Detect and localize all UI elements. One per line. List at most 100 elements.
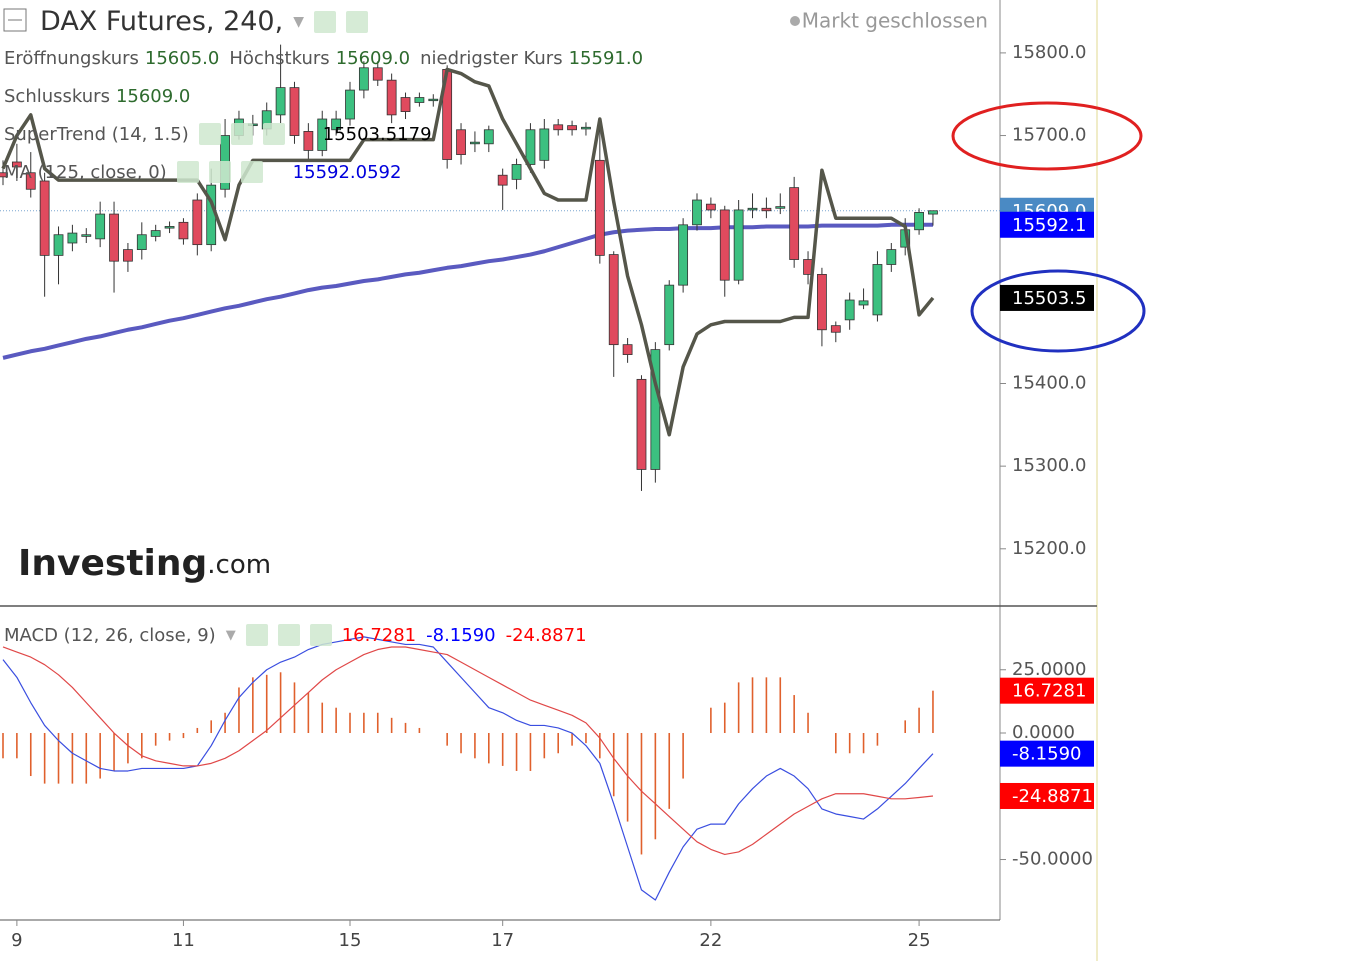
- candle-body: [317, 118, 328, 151]
- candle-body: [386, 79, 397, 116]
- annotation-ellipse-red: [951, 101, 1143, 171]
- candle-body: [539, 128, 550, 161]
- candle-body: [345, 89, 355, 120]
- candle-body: [11, 161, 22, 168]
- candle-body: [928, 210, 938, 215]
- candle-body: [914, 212, 924, 231]
- price-tag-label: -8.1590: [1012, 744, 1081, 765]
- status: Markt geschlossen: [802, 9, 988, 33]
- close-icon[interactable]: [262, 123, 285, 145]
- ohlc-label: Höchstkurs: [229, 48, 330, 69]
- candle-body: [358, 67, 369, 91]
- macd-line: [2, 636, 934, 901]
- price-tag-label: 15503.5: [1012, 288, 1086, 309]
- dropdown[interactable]: ▼: [225, 627, 236, 643]
- candle-body: [719, 209, 730, 281]
- supertrend-row: SuperTrend (14, 1.5) 15503.5179: [4, 123, 432, 145]
- candle-body: [470, 141, 480, 145]
- eye-icon[interactable]: [198, 123, 221, 145]
- candle-body: [372, 67, 383, 81]
- candle-body: [525, 129, 536, 165]
- candle-body: [830, 325, 841, 333]
- settings-icon[interactable]: [208, 161, 231, 183]
- ohlc-row: Eröffnungskurs 15605.0 Höchstkurs 15609.0 ni…: [4, 48, 643, 69]
- candle-body: [67, 232, 78, 244]
- candle-body: [705, 203, 716, 211]
- candle-body: [789, 187, 800, 260]
- candle-body: [650, 349, 661, 470]
- candle-body: [692, 199, 702, 226]
- ohlc-label: niedrigster Kurs: [420, 48, 563, 69]
- indicator-value: 15592.0592: [292, 161, 402, 183]
- candle-body: [414, 97, 425, 103]
- candle-body: [109, 213, 119, 262]
- watermark: Investing.com: [18, 543, 271, 584]
- eye-icon[interactable]: [313, 10, 336, 33]
- price-tag: [1000, 211, 1094, 238]
- candle-body: [594, 159, 605, 256]
- price-tag-label: 15592.1: [1012, 215, 1086, 236]
- candle-body: [511, 164, 522, 180]
- candle-body: [136, 234, 147, 251]
- candle-body: [761, 207, 772, 212]
- settings-icon[interactable]: [345, 10, 368, 33]
- close-row: Schlusskurs 15609.0: [4, 86, 190, 107]
- price-tag: [1000, 740, 1094, 767]
- x-tick-label: 17: [491, 930, 514, 951]
- close-icon[interactable]: [240, 161, 263, 183]
- candle-body: [858, 300, 869, 306]
- eye-icon[interactable]: [245, 624, 268, 646]
- candle-body: [95, 213, 106, 240]
- candle-body: [817, 273, 827, 331]
- annotation-ellipse-blue: [970, 269, 1146, 353]
- ohlc-value: 15591.0: [568, 48, 644, 69]
- histogram-value: 16.7281: [341, 624, 417, 646]
- candle-body: [164, 226, 175, 229]
- status-dot: [790, 16, 800, 26]
- candle-body: [53, 234, 64, 256]
- candle-body: [747, 207, 758, 211]
- close-icon[interactable]: [309, 624, 332, 646]
- candle-body: [581, 126, 591, 130]
- y-tick-label: 15200.0: [1012, 538, 1086, 559]
- close-label: Schlusskurs: [4, 86, 110, 107]
- ohlc-value: 15609.0: [335, 48, 411, 69]
- y-tick-label: -50.0000: [1012, 849, 1093, 870]
- indicator-name: SuperTrend (14, 1.5): [4, 123, 189, 145]
- candle-body: [678, 224, 689, 286]
- candle-body: [456, 129, 466, 155]
- candle-body: [400, 97, 411, 112]
- y-tick-label: 15800.0: [1012, 42, 1086, 63]
- candle-body: [497, 174, 508, 186]
- ma-line: [2, 222, 933, 360]
- collapse-icon[interactable]: [3, 8, 27, 32]
- y-tick-label: 15300.0: [1012, 455, 1086, 476]
- candle-body: [123, 249, 133, 262]
- price-tag-label: -24.8871: [1012, 786, 1093, 807]
- eye-icon[interactable]: [176, 161, 199, 183]
- candle-body: [275, 87, 286, 116]
- candle-body: [0, 172, 8, 178]
- candle-body: [872, 264, 883, 316]
- ohlc-label: Eröffnungskurs: [4, 48, 139, 69]
- title-row: DAX Futures, 240, ▼: [40, 6, 368, 37]
- settings-icon[interactable]: [277, 624, 300, 646]
- x-tick-label: 25: [908, 930, 931, 951]
- close-value: 15609.0: [115, 86, 191, 107]
- candle-body: [733, 209, 744, 281]
- dropdown[interactable]: ▼: [293, 13, 304, 30]
- candle-body: [331, 118, 342, 131]
- candle-body: [553, 124, 564, 131]
- candle-body: [622, 344, 633, 355]
- settings-icon[interactable]: [230, 123, 253, 145]
- indicator-name: MACD (12, 26, close, 9): [4, 624, 216, 646]
- watermark-brand: Investing: [18, 543, 207, 584]
- candle-body: [483, 129, 494, 145]
- candle-body: [178, 221, 189, 240]
- candle-body: [664, 284, 675, 346]
- y-tick-label: 15700.0: [1012, 125, 1086, 146]
- candle-body: [567, 125, 577, 131]
- candle-body: [25, 172, 36, 190]
